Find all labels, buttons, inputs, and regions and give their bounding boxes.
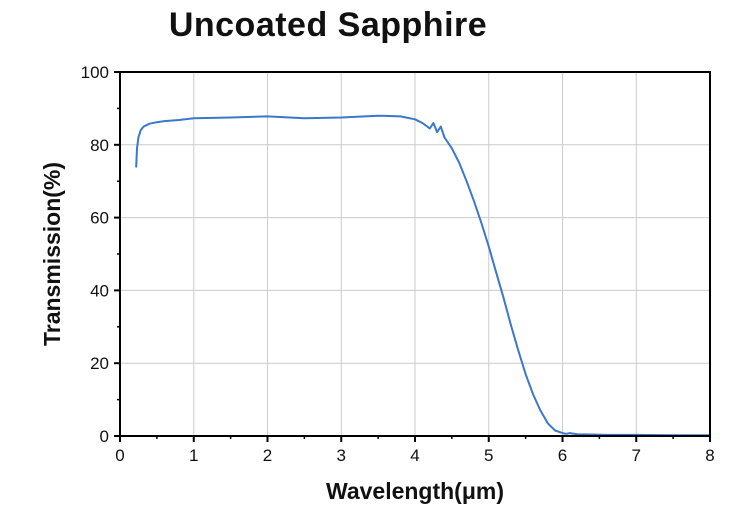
grid bbox=[120, 72, 710, 436]
x-tick-label: 8 bbox=[705, 446, 714, 465]
chart-title: Uncoated Sapphire bbox=[168, 6, 488, 44]
y-tick-label: 60 bbox=[90, 209, 109, 228]
y-tick-label: 0 bbox=[100, 427, 109, 446]
y-tick-label: 100 bbox=[81, 63, 109, 82]
x-tick-label: 5 bbox=[484, 446, 493, 465]
x-tick-label: 7 bbox=[632, 446, 641, 465]
y-tick-label: 20 bbox=[90, 354, 109, 373]
y-axis-label: Transmission(%) bbox=[39, 162, 65, 346]
x-tick-label: 1 bbox=[189, 446, 198, 465]
x-tick-label: 0 bbox=[115, 446, 124, 465]
y-tick-label: 40 bbox=[90, 281, 109, 300]
x-tick-label: 6 bbox=[558, 446, 567, 465]
x-tick-label: 3 bbox=[337, 446, 346, 465]
x-tick-label: 4 bbox=[410, 446, 419, 465]
series-layer bbox=[135, 114, 711, 437]
y-tick-label: 80 bbox=[90, 136, 109, 155]
x-tick-label: 2 bbox=[263, 446, 272, 465]
x-axis-label: Wavelength(μm) bbox=[326, 478, 504, 504]
series-line bbox=[135, 114, 711, 437]
